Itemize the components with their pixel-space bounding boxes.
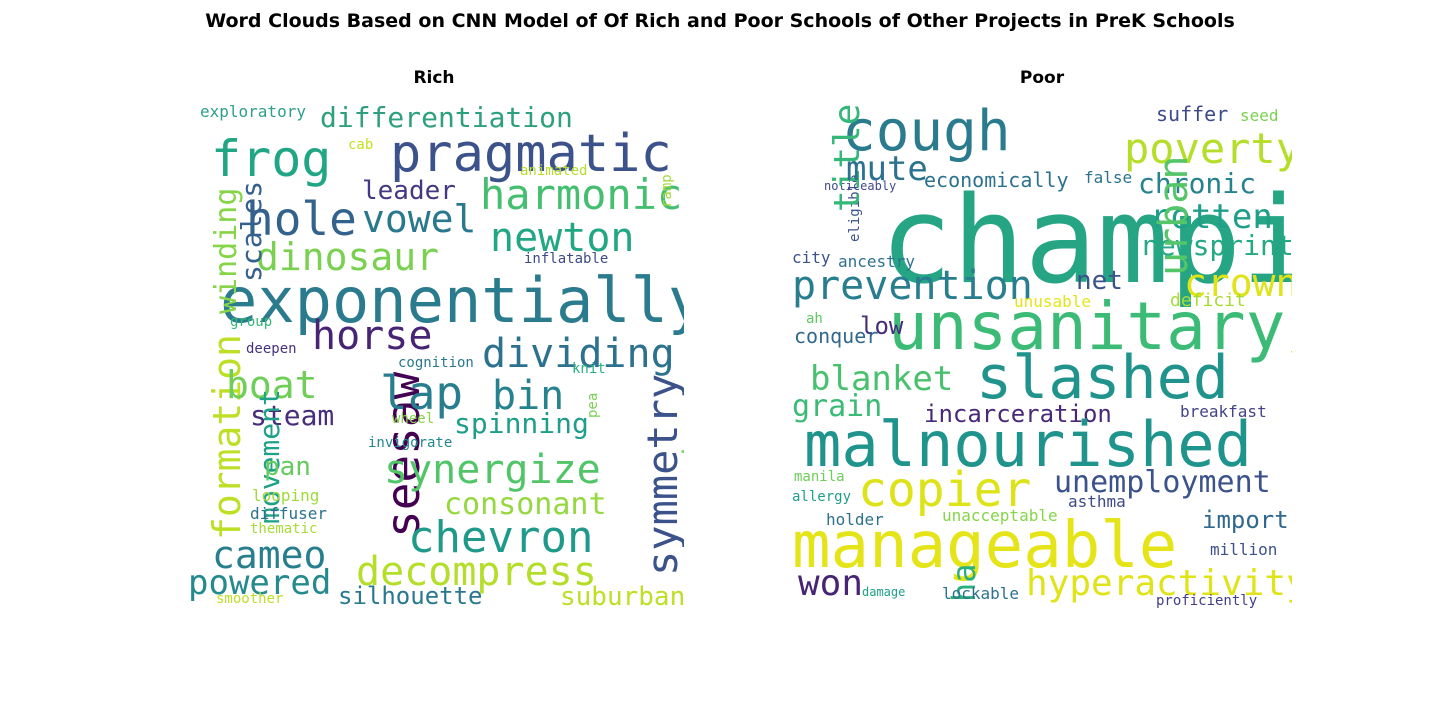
- word-rich-hole: hole: [246, 192, 357, 246]
- word-rich-ramp: ramp: [659, 174, 675, 208]
- word-rich-thematic: thematic: [250, 521, 318, 537]
- word-poor-suffer: suffer: [1156, 102, 1229, 126]
- word-poor-conquer: conquer: [794, 324, 879, 348]
- word-rich-suburban: suburban: [560, 582, 684, 612]
- word-poor-allergy: allergy: [792, 489, 852, 505]
- word-rich-bin: bin: [492, 373, 565, 419]
- word-poor-proficiently: proficiently: [1156, 593, 1258, 609]
- word-rich-smoother: smoother: [216, 591, 284, 607]
- word-poor-ah: ah: [806, 311, 823, 327]
- word-poor-blanket: blanket: [810, 359, 954, 399]
- word-rich-exponentially: exponentially: [220, 264, 684, 337]
- word-poor-damage: damage: [862, 585, 906, 599]
- word-poor-manageable: manageable: [792, 509, 1178, 583]
- word-rich-wheel: wheel: [392, 411, 435, 427]
- word-poor-mute: mute: [846, 149, 928, 189]
- word-cloud-rich: exponentially pragmatic frog differentiatio…: [184, 96, 684, 616]
- word-poor-lockable: lockable: [942, 584, 1020, 603]
- word-poor-manila: manila: [794, 469, 845, 485]
- panel-title-poor: Poor: [1019, 68, 1065, 88]
- word-poor-low: low: [860, 312, 904, 340]
- word-rich-winding: winding: [209, 187, 244, 314]
- word-rich-newton: newton: [490, 215, 635, 261]
- word-rich-dinosaur: dinosaur: [256, 235, 440, 279]
- word-poor-poverty: poverty: [1124, 124, 1292, 173]
- word-poor-newsprint: newsprint: [1142, 229, 1292, 262]
- word-poor-breakfast: breakfast: [1180, 402, 1267, 421]
- word-poor-seed: seed: [1240, 106, 1279, 125]
- word-rich-spinning: spinning: [454, 407, 589, 440]
- word-rich-frog: frog: [211, 130, 332, 188]
- word-rich-powered: powered: [188, 563, 332, 603]
- word-rich-cognition: cognition: [398, 355, 474, 371]
- word-rich-harmonic: harmonic: [480, 170, 683, 219]
- word-poor-deficit: deficit: [1170, 290, 1246, 311]
- word-rich-pragmatic: pragmatic: [390, 124, 672, 184]
- word-poor-million: million: [1210, 540, 1278, 559]
- word-poor-crown: crown: [1184, 261, 1292, 305]
- word-rich-deepen: deepen: [246, 341, 297, 357]
- word-poor-cough: cough: [842, 99, 1011, 164]
- word-poor-net: net: [1076, 266, 1123, 296]
- word-poor-chronic: chronic: [1138, 167, 1257, 200]
- word-rich-cameo: cameo: [212, 533, 327, 577]
- word-poor-noticeably: noticeably: [824, 179, 897, 193]
- word-rich-differentiation: differentiation: [320, 101, 573, 134]
- word-poor-slashed: slashed: [976, 343, 1229, 413]
- word-poor-incarceration: incarceration: [924, 400, 1112, 428]
- word-poor-unusable: unusable: [1014, 292, 1092, 311]
- word-rich-exploratory: exploratory: [200, 102, 306, 121]
- word-rich-silhouette: silhouette: [338, 582, 483, 610]
- word-poor-urban: urban: [1151, 155, 1197, 276]
- word-rich-knit: knit: [572, 361, 606, 377]
- word-poor-champion: champion: [880, 172, 1292, 311]
- word-rich-steam: steam: [250, 399, 335, 432]
- word-rich-cab: cab: [348, 137, 374, 153]
- word-rich-pan: pan: [264, 452, 311, 482]
- figure-title: Word Clouds Based on CNN Model of Of Ric…: [205, 10, 1235, 32]
- word-rich-dividing: dividing: [482, 331, 675, 377]
- word-rich-pea: pea: [585, 392, 601, 418]
- word-poor-import: import: [1202, 506, 1289, 534]
- word-rich-chevron: chevron: [408, 512, 594, 563]
- word-poor-grain: grain: [792, 389, 883, 424]
- word-rich-lap: lap: [380, 366, 464, 420]
- word-poor-economically: economically: [924, 168, 1069, 192]
- panel-title-rich: Rich: [413, 68, 455, 88]
- word-poor-rotten: rotten: [1150, 197, 1273, 237]
- word-poor-unemployment: unemployment: [1054, 465, 1271, 500]
- word-poor-won: won: [798, 563, 864, 604]
- word-poor-hyperactivity: hyperactivity: [1026, 563, 1292, 604]
- word-poor-unacceptable: unacceptable: [942, 506, 1058, 525]
- word-rich-synergize: synergize: [384, 447, 601, 493]
- word-rich-horse: horse: [312, 313, 433, 359]
- word-poor-false: false: [1084, 168, 1133, 187]
- word-poor-percent: percent: [1289, 346, 1292, 406]
- word-rich-leader: leader: [362, 176, 456, 206]
- word-rich-inflatable: inflatable: [524, 251, 609, 267]
- word-rich-animated: animated: [520, 163, 588, 179]
- word-rich-vowel: vowel: [362, 197, 477, 241]
- word-poor-copier: copier: [858, 462, 1032, 518]
- word-poor-unsanitary: unsanitary: [888, 288, 1286, 365]
- word-poor-prevention: prevention: [792, 263, 1033, 309]
- word-rich-group: group: [230, 314, 273, 330]
- word-rich-diffuser: diffuser: [250, 504, 328, 523]
- word-rich-decompress: decompress: [356, 549, 597, 595]
- word-rich-boat: boat: [226, 363, 318, 407]
- word-poor-holder: holder: [826, 510, 884, 529]
- word-cloud-poor: coughchampionsufferseedpovertyeligiblebr…: [792, 96, 1292, 616]
- word-rich-looping: looping: [252, 486, 320, 505]
- word-poor-malnourished: malnourished: [804, 408, 1252, 481]
- word-poor-ancestry: ancestry: [838, 252, 916, 271]
- word-poor-city: city: [792, 248, 831, 267]
- word-poor-asthma: asthma: [1068, 492, 1126, 511]
- word-rich-invigorate: invigorate: [368, 435, 453, 451]
- word-rich-consonant: consonant: [444, 487, 607, 522]
